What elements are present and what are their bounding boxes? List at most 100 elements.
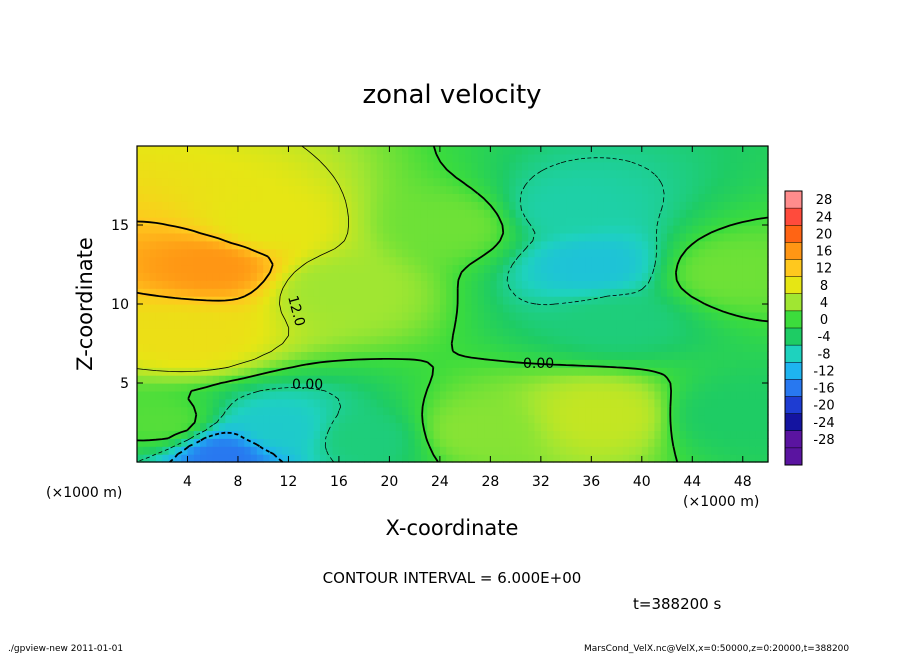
heatmap-cell [711, 454, 719, 463]
heatmap-cell [572, 240, 580, 250]
heatmap-cell [717, 327, 725, 337]
heatmap-cell [673, 280, 681, 289]
heatmap-cell [755, 327, 763, 337]
heatmap-cell [237, 414, 245, 424]
heatmap-cell [559, 446, 567, 455]
heatmap-cell [704, 264, 712, 273]
heatmap-cell [755, 398, 763, 408]
heatmap-cell [433, 177, 441, 187]
heatmap-cell [143, 319, 151, 329]
heatmap-cell [294, 146, 302, 155]
heatmap-cell [414, 185, 422, 194]
heatmap-cell [597, 398, 605, 408]
heatmap-cell [711, 217, 719, 226]
heatmap-cell [553, 454, 561, 463]
heatmap-cell [212, 264, 220, 273]
heatmap-cell [389, 359, 397, 368]
heatmap-cell [143, 383, 151, 392]
heatmap-cell [616, 327, 624, 337]
heatmap-cell [685, 398, 693, 408]
heatmap-cell [162, 414, 170, 424]
heatmap-cell [244, 161, 252, 171]
heatmap-cell [509, 383, 517, 392]
heatmap-cell [641, 367, 649, 376]
heatmap-cell [761, 217, 769, 226]
heatmap-cell [193, 161, 201, 171]
heatmap-cell [534, 264, 542, 273]
heatmap-cell [256, 232, 264, 242]
heatmap-cell [408, 272, 416, 281]
heatmap-cell [332, 169, 340, 179]
heatmap-cell [332, 406, 340, 416]
heatmap-cell [761, 438, 769, 447]
heatmap-cell [137, 225, 144, 234]
heatmap-cell [667, 296, 674, 305]
heatmap-cell [471, 446, 479, 455]
heatmap-cell [225, 169, 233, 179]
heatmap-cell [275, 201, 283, 210]
heatmap-cell [698, 454, 706, 463]
heatmap-cell [679, 193, 687, 202]
heatmap-cell [187, 383, 195, 392]
heatmap-cell [515, 272, 523, 281]
heatmap-cell [692, 272, 700, 281]
heatmap-cell [193, 256, 201, 266]
heatmap-cell [326, 201, 334, 210]
heatmap-cell [370, 319, 378, 329]
heatmap-cell [534, 209, 542, 218]
heatmap-cell [244, 430, 252, 439]
heatmap-cell [685, 169, 693, 179]
x-axis-label: X-coordinate [386, 516, 519, 540]
heatmap-cell [269, 304, 277, 313]
heatmap-cell [256, 319, 264, 329]
heatmap-cell [603, 383, 611, 392]
heatmap-cell [174, 406, 182, 416]
heatmap-cell [137, 422, 144, 431]
heatmap-cell [181, 438, 189, 447]
heatmap-cell [559, 367, 567, 376]
heatmap-cell [307, 217, 315, 226]
heatmap-cell [465, 153, 473, 163]
heatmap-cell [427, 177, 435, 187]
heatmap-cell [761, 446, 769, 455]
heatmap-cell [439, 422, 447, 431]
heatmap-cell [585, 438, 592, 447]
heatmap-cell [521, 406, 529, 416]
heatmap-cell [250, 240, 258, 250]
heatmap-cell [370, 454, 378, 463]
heatmap-cell [357, 264, 365, 273]
heatmap-cell [515, 359, 523, 368]
heatmap-cell [465, 225, 473, 234]
heatmap-cell [755, 161, 763, 171]
heatmap-cell [610, 225, 618, 234]
heatmap-cell [250, 232, 258, 242]
heatmap-cell [237, 398, 245, 408]
heatmap-cell [370, 225, 378, 234]
heatmap-cell [679, 240, 687, 250]
heatmap-cell [307, 225, 315, 234]
heatmap-cell [629, 153, 637, 163]
heatmap-cell [477, 153, 485, 163]
heatmap-cell [521, 193, 529, 202]
heatmap-cell [420, 264, 428, 273]
heatmap-cell [345, 446, 353, 455]
heatmap-cell [484, 319, 491, 329]
heatmap-cell [307, 398, 315, 408]
heatmap-cell [200, 327, 208, 337]
heatmap-cell [275, 319, 283, 329]
heatmap-cell [648, 454, 656, 463]
heatmap-cell [319, 398, 327, 408]
heatmap-cell [282, 438, 290, 447]
heatmap-cell [326, 390, 334, 400]
heatmap-cell [717, 430, 725, 439]
heatmap-cell [471, 240, 479, 250]
heatmap-cell [603, 304, 611, 313]
footer-left: ./gpview-new 2011-01-01 [8, 644, 123, 654]
heatmap-cell [730, 225, 738, 234]
heatmap-cell [509, 398, 517, 408]
heatmap-cell [263, 351, 271, 360]
heatmap-cell [357, 232, 365, 242]
heatmap-cell [698, 304, 706, 313]
heatmap-cell [288, 256, 296, 266]
heatmap-cell [509, 414, 517, 424]
